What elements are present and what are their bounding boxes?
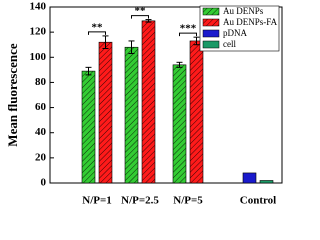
legend-swatch: [202, 29, 220, 38]
legend-label: cell: [223, 39, 236, 49]
y-tick-label: 40: [35, 126, 47, 138]
annotation: ***: [180, 23, 197, 35]
bar-hatch: [142, 20, 155, 184]
legend-label: Au DENPs: [223, 6, 264, 16]
annotation: **: [135, 5, 147, 17]
y-tick-label: 120: [30, 26, 47, 38]
legend-label: Au DENPs-FA: [223, 17, 278, 27]
y-tick-label: 80: [35, 76, 47, 88]
significance-bracket: [179, 32, 197, 37]
significance-bracket: [88, 31, 106, 35]
chart: Mean fluorescence 0 20 40 60 80 100 120 140 N/P=…: [5, 1, 283, 207]
x-tick-label: N/P=5: [173, 195, 203, 207]
bar-hatch: [173, 64, 186, 183]
bar-hatch: [125, 47, 138, 183]
x-tick-label: N/P=1: [82, 195, 112, 207]
legend-hatch: [203, 19, 219, 26]
significance-bracket: [131, 15, 149, 19]
legend-hatch: [203, 8, 219, 15]
bar-hatch: [190, 40, 203, 183]
bar: [242, 172, 257, 184]
bar: [259, 180, 274, 184]
legend-swatch: [202, 40, 220, 49]
legend-label: pDNA: [223, 28, 247, 38]
y-tick-label: 140: [30, 1, 47, 13]
plot-frame: [49, 6, 283, 184]
y-tick-label: 20: [35, 151, 47, 163]
x-tick-label: N/P=2.5: [121, 195, 159, 207]
bar-hatch: [82, 71, 95, 183]
bar-hatch: [99, 42, 112, 184]
x-tick-label: Control: [240, 195, 276, 207]
y-tick-label: 100: [30, 51, 47, 63]
y-axis-label: Mean fluorescence: [5, 43, 20, 147]
annotation: **: [92, 21, 104, 33]
y-tick-label: 60: [35, 101, 47, 113]
y-tick-label: 0: [41, 177, 47, 189]
